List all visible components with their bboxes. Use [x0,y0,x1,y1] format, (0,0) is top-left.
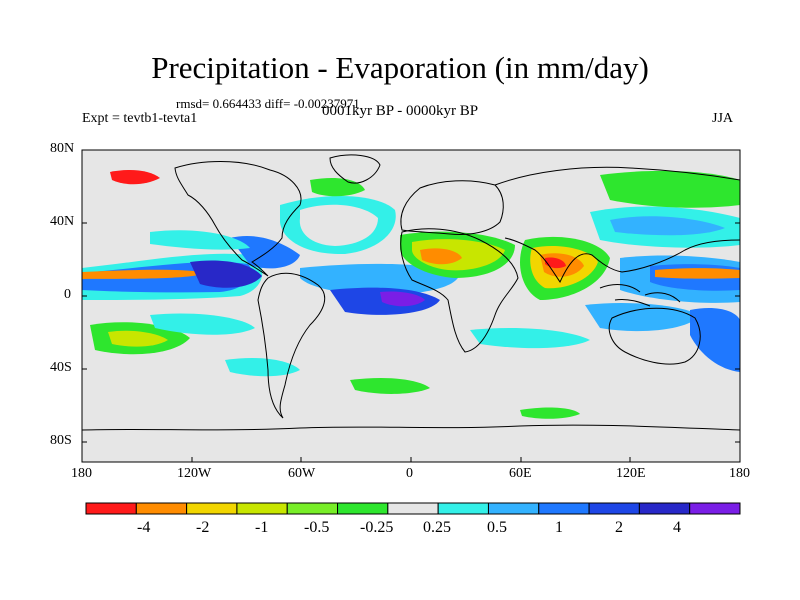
south-indian-cyan [470,328,590,349]
east-asia-blue [610,216,725,236]
australia-coast [608,307,701,365]
colorbar-swatch [85,502,137,515]
north-pacific-cyan [150,230,250,250]
lon-label-120e: 120E [616,466,646,481]
field-patches [82,170,740,419]
period-label: 0001kyr BP - 0000kyr BP [322,103,479,119]
europe-coast [400,180,504,235]
colorbar-swatch [286,502,339,515]
greenland-coast [329,154,381,184]
colorbar-swatch [638,502,691,515]
lon-label-180e: 180 [729,466,750,481]
colorbar-label: 2 [615,519,623,536]
colorbar-label: 1 [555,519,563,536]
south-pacific-yellow [108,330,168,347]
colorbar-label: 0.25 [423,519,451,536]
colorbar-label: -2 [196,519,210,536]
map-title: Precipitation - Evaporation (in mm/day) [151,50,649,85]
lon-label-60w: 60W [288,466,316,481]
south-atlantic-core [380,291,425,307]
colorbar-label: -0.5 [304,519,330,536]
south-cyan-patch [225,358,300,377]
colorbar-label: 0.5 [487,519,507,536]
lat-label-40n: 40N [50,214,75,229]
colorbar-swatch [186,502,238,515]
north-america-coast [174,161,302,277]
colorbar-label: -1 [255,519,269,536]
lon-label-180w: 180 [71,466,92,481]
maritime-continent-coast [599,284,681,307]
antarctic-green-patch [520,407,580,419]
arctic-red-patch [110,170,160,185]
season-label: JJA [712,111,734,126]
lat-label-80n: 80N [50,141,75,156]
colorbar [85,502,741,515]
tropical-atlantic-band [300,263,460,295]
coastlines [82,154,740,431]
west-pacific-orange [655,268,740,279]
colorbar-swatch [588,502,640,515]
australia-blue [585,303,700,332]
pacific-itcz-negative [82,269,205,279]
lat-label-40s: 40S [50,360,72,375]
central-america-blue [230,235,300,269]
africa-coast [400,228,519,353]
colorbar-swatch [538,502,590,515]
colorbar-swatch [337,502,389,515]
experiment-label: Expt = tevtb1-tevta1 [82,111,198,126]
colorbar-label: 4 [673,519,681,536]
lon-label-120w: 120W [177,466,212,481]
atlantic-ring-inner [299,204,378,246]
lon-label-60e: 60E [509,466,532,481]
colorbar-label: -4 [137,519,151,536]
colorbar-label: -0.25 [360,519,394,536]
sahel-orange [420,248,462,265]
latitude-ticks [82,149,740,443]
lon-label-0: 0 [406,466,413,481]
north-pacific-west-green [600,170,740,208]
colorbar-swatch [135,502,188,515]
colorbar-swatch [387,502,439,515]
colorbar-swatch [487,502,540,515]
colorbar-swatch [437,502,489,515]
india-red [545,257,566,269]
lat-label-0: 0 [64,287,71,302]
asia-coast [494,166,740,284]
south-green-patch [350,377,430,394]
colorbar-swatch [689,502,741,515]
southeast-pacific-blue [690,308,740,372]
south-america-coast [257,272,326,419]
longitude-ticks [81,457,741,462]
stats-line: rmsd= 0.664433 diff= -0.00237971 [176,96,360,111]
pacific-itcz-strong [190,260,262,288]
south-pacific-cyan [150,313,255,335]
colorbar-swatch [236,502,288,515]
antarctica-coast [82,424,740,431]
lat-label-80s: 80S [50,433,72,448]
